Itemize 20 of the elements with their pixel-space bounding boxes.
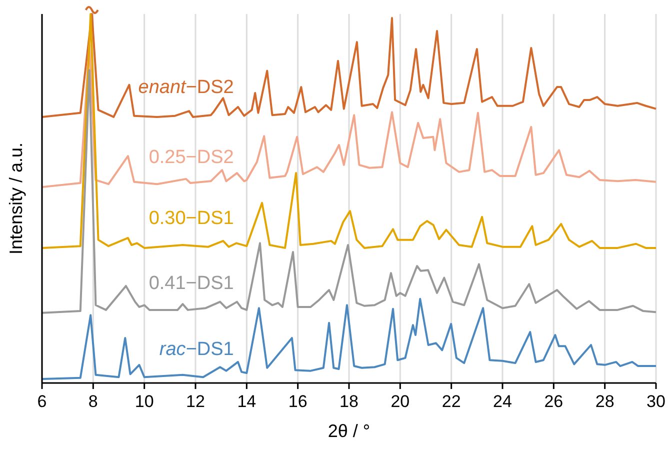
- x-tick-label: 14: [237, 392, 256, 411]
- x-tick-label: 18: [340, 392, 358, 411]
- x-axis-title: 2θ / °: [328, 421, 370, 441]
- x-tick-label: 30: [646, 392, 666, 411]
- x-tick-label: 22: [442, 392, 461, 411]
- series-label: enant−DS2: [138, 76, 234, 98]
- x-tick-label: 10: [134, 392, 154, 411]
- x-tick-label: 24: [493, 392, 512, 411]
- x-tick-label: 28: [595, 392, 614, 411]
- series-label: 0.41−DS1: [148, 272, 234, 294]
- x-tick-label: 12: [186, 392, 205, 411]
- x-tick-label: 26: [544, 392, 564, 411]
- series-label: rac−DS1: [159, 338, 234, 360]
- x-tick-label: 16: [288, 392, 308, 411]
- series-label: 0.30−DS1: [148, 208, 234, 229]
- x-tick-label: 8: [88, 392, 98, 411]
- x-tick-label: 6: [37, 392, 47, 411]
- series-label: 0.25−DS2: [148, 147, 234, 168]
- x-tick-label: 20: [390, 392, 410, 411]
- y-axis-title: Intensity / a.u.: [6, 142, 26, 255]
